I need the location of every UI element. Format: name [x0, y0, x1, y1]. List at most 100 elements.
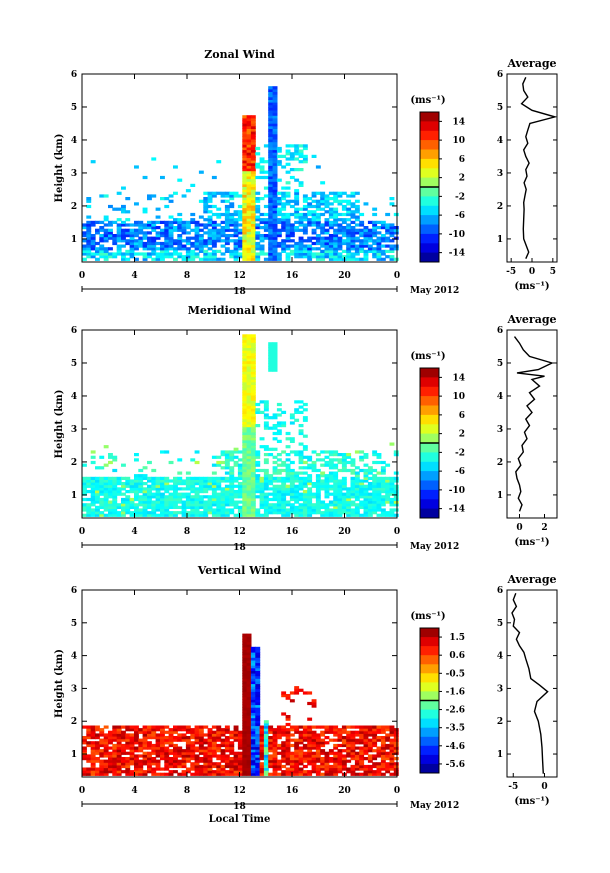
heatmap-cell [242, 418, 248, 422]
heatmap-cell [250, 646, 256, 650]
heatmap-cell [294, 505, 300, 509]
heatmap-cell [250, 482, 256, 486]
heatmap-cell [255, 652, 261, 656]
x-tick-label: 8 [184, 786, 190, 796]
heatmap-cell [90, 220, 96, 224]
heatmap-cell [207, 257, 213, 261]
heatmap-cell [372, 468, 378, 473]
heatmap-cell [112, 234, 118, 238]
heatmap-cell [268, 175, 274, 180]
heatmap-cell [346, 252, 352, 256]
heatmap-cell [333, 474, 339, 478]
heatmap-cell [211, 231, 217, 235]
profile-x-label: (ms⁻¹) [514, 796, 549, 807]
heatmap-cell [315, 252, 321, 256]
heatmap-cell [250, 189, 256, 193]
heatmap-cell [263, 495, 269, 499]
heatmap-cell [220, 194, 226, 198]
heatmap-cell [324, 450, 330, 454]
heatmap-cell [341, 487, 347, 491]
heatmap-cell [142, 255, 148, 259]
heatmap-cell [242, 458, 248, 462]
heatmap-cell [259, 767, 265, 771]
heatmap-cell [337, 236, 343, 240]
heatmap-cell [324, 759, 330, 763]
heatmap-cell [233, 484, 239, 488]
heatmap-cell [164, 252, 170, 256]
heatmap-cell [194, 749, 200, 753]
heatmap-cell [285, 749, 291, 753]
heatmap-cell [263, 236, 269, 240]
heatmap-cell [302, 500, 308, 504]
heatmap-cell [129, 223, 135, 227]
heatmap-cell [311, 247, 317, 251]
heatmap-cell [103, 751, 109, 755]
heatmap-cell [138, 728, 144, 732]
heatmap-cell [359, 220, 365, 224]
heatmap-cell [302, 402, 308, 407]
heatmap-cell [389, 497, 395, 502]
heatmap-cell [272, 183, 278, 187]
heatmap-cell [307, 691, 313, 695]
heatmap-cell [294, 210, 300, 214]
heatmap-cell [90, 733, 96, 737]
heatmap-cell [95, 736, 100, 740]
heatmap-cell [112, 482, 118, 486]
heatmap-cell [281, 513, 287, 517]
heatmap-cell [181, 257, 187, 261]
heatmap-cell [194, 725, 200, 729]
colorbar-segment [420, 727, 439, 738]
heatmap-cell [160, 767, 165, 771]
date-marker: 18 [233, 543, 246, 553]
heatmap-cell [246, 197, 252, 201]
heatmap-cell [86, 490, 92, 494]
heatmap-cell [376, 730, 382, 734]
heatmap-cell [246, 244, 252, 248]
heatmap-cell [324, 741, 330, 745]
heatmap-cell [233, 220, 239, 224]
heatmap-cell [246, 141, 252, 145]
heatmap-cell [315, 511, 321, 515]
heatmap-cell [168, 736, 174, 740]
heatmap-cell [272, 505, 278, 509]
heatmap-cell [263, 754, 269, 758]
heatmap-cell [246, 746, 252, 750]
heatmap-cell [237, 487, 243, 491]
heatmap-cell [155, 247, 161, 251]
heatmap-cell [151, 751, 157, 755]
heatmap-cell [108, 767, 113, 771]
heatmap-cell [289, 762, 295, 766]
heatmap-cell [177, 505, 183, 509]
heatmap-cell [224, 503, 230, 507]
heatmap-cell [250, 178, 256, 182]
heatmap-cell [181, 479, 187, 483]
heatmap-cell [294, 479, 300, 483]
heatmap-cell [211, 191, 217, 195]
heatmap-cell [168, 513, 174, 517]
heatmap-cell [263, 458, 269, 462]
heatmap-cell [108, 505, 113, 509]
heatmap-cell [190, 257, 196, 261]
heatmap-cell [242, 463, 248, 467]
heatmap-cell [134, 728, 139, 732]
heatmap-cell [198, 223, 204, 227]
heatmap-cell [341, 482, 347, 486]
heatmap-cell [333, 728, 339, 732]
heatmap-cell [108, 204, 113, 209]
heatmap-cell [86, 234, 92, 238]
heatmap-cell [333, 764, 339, 769]
heatmap-cell [372, 207, 378, 211]
heatmap-cell [173, 495, 178, 499]
heatmap-cell [246, 770, 252, 774]
heatmap-cell [298, 738, 304, 742]
heatmap-cell [134, 165, 139, 169]
heatmap-cell [194, 497, 200, 502]
heatmap-cell [112, 255, 118, 259]
heatmap-cell [315, 743, 321, 748]
heatmap-cell [250, 511, 256, 515]
heatmap-cell [155, 257, 161, 261]
heatmap-cell [328, 484, 334, 488]
heatmap-cell [198, 767, 204, 771]
heatmap-cell [341, 505, 347, 509]
heatmap-cell [311, 223, 317, 227]
